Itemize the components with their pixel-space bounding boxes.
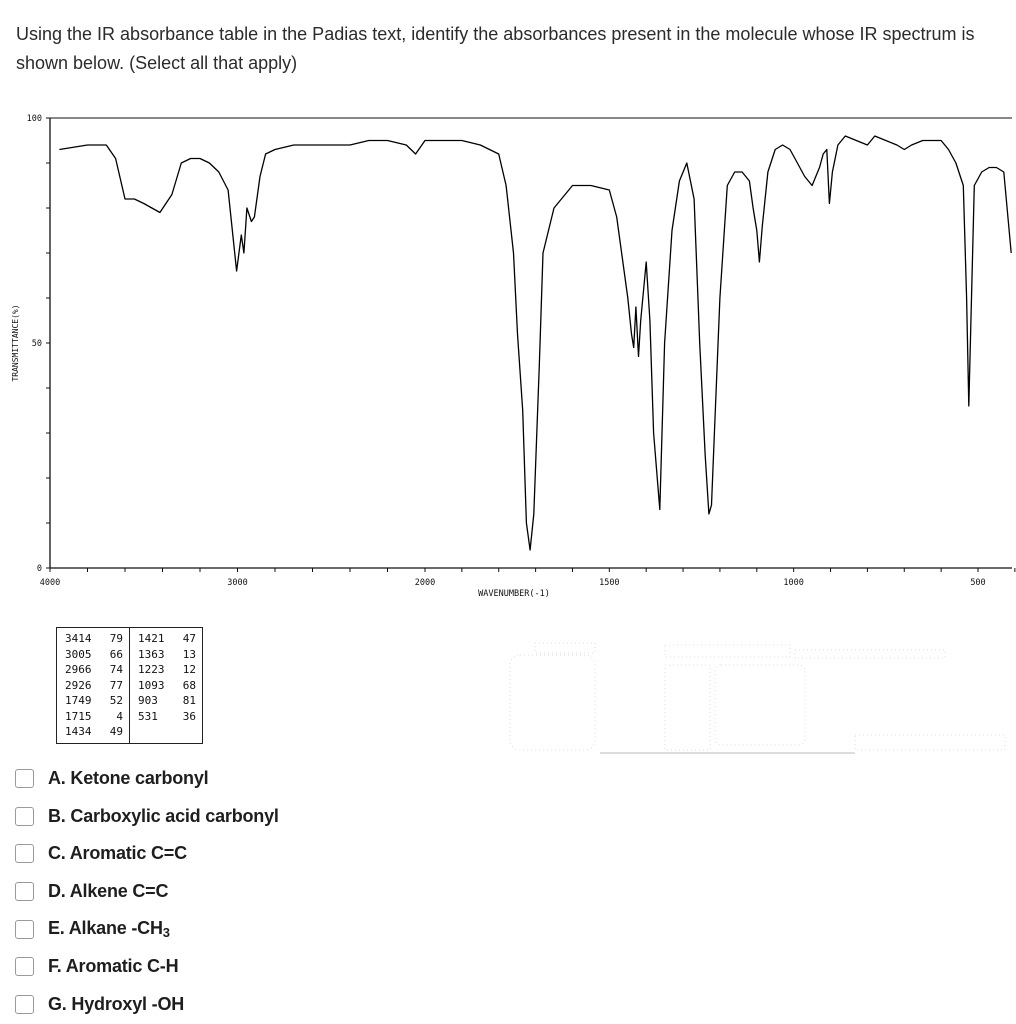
peak-table-row: 1749 52 [65, 693, 123, 709]
peak-table-row: 3005 66 [65, 647, 123, 663]
peak-transmittance: 36 [182, 709, 196, 723]
peak-wavenumber: 1363 [138, 647, 165, 661]
option-g-checkbox[interactable] [15, 994, 34, 1014]
peak-transmittance: 4 [116, 709, 123, 723]
option-a-checkbox[interactable] [15, 769, 34, 789]
peak-wavenumber: 2966 [65, 663, 92, 676]
option-b-label: B. Carboxylic acid carbonyl [48, 805, 279, 826]
option-c-label: C. Aromatic C=C [48, 843, 187, 864]
x-tick-label: 1000 [783, 578, 803, 588]
peak-transmittance: 13 [182, 647, 196, 661]
option-d-checkbox[interactable] [15, 882, 34, 902]
peak-table-column-right: 1421 47 1363 13 1223 12 1093 68 903 81 531 36 [129, 627, 203, 744]
peak-table-row: 1421 47 [138, 631, 196, 647]
question-text: Using the IR absorbance table in the Pad… [16, 24, 975, 73]
option-f-label: F. Aromatic C-H [48, 956, 179, 977]
peak-table-row: 531 36 [138, 709, 196, 725]
peak-table-row: 3414 79 [65, 631, 123, 647]
peak-transmittance: 68 [182, 678, 196, 692]
option-d-label: D. Alkene C=C [48, 881, 169, 902]
option-g-label: G. Hydroxyl -OH [48, 993, 185, 1014]
x-ticks [49, 568, 1016, 572]
x-tick-label: 4000 [40, 578, 60, 588]
peak-transmittance: 79 [109, 632, 123, 645]
x-tick-label: 500 [970, 578, 985, 588]
peak-transmittance: 66 [109, 647, 123, 661]
peak-table-row: 1434 49 [65, 724, 123, 740]
y-tick-label: 100 [27, 114, 42, 124]
peak-table: 3414 79 3005 66 2966 74 2926 77 1749 52 1715 4 1434 4… [56, 627, 203, 744]
peak-table-row: 1715 4 [65, 709, 123, 725]
peak-transmittance: 47 [182, 632, 196, 645]
option-a[interactable]: A. Ketone carbonyl [15, 760, 279, 798]
peak-wavenumber: 3414 [65, 632, 92, 645]
option-c[interactable]: C. Aromatic C=C [15, 835, 279, 873]
peak-wavenumber: 1434 [65, 725, 92, 738]
option-c-checkbox[interactable] [15, 844, 34, 864]
peak-transmittance: 52 [109, 694, 123, 707]
peak-wavenumber: 531 [138, 709, 158, 723]
peak-transmittance: 77 [109, 678, 123, 692]
x-axis-label: WAVENUMBER(-1) [478, 589, 550, 599]
peak-transmittance: 49 [109, 725, 123, 738]
faint-watermark-image [509, 642, 1006, 754]
peak-table-row: 903 81 [138, 693, 196, 709]
y-ticks [46, 117, 50, 569]
peak-table-column-left: 3414 79 3005 66 2966 74 2926 77 1749 52 1715 4 1434 4… [56, 627, 130, 744]
spectrum-line [59, 135, 1012, 551]
x-tick-label: 1500 [599, 578, 619, 588]
option-b-checkbox[interactable] [15, 806, 34, 826]
y-tick-label: 50 [32, 339, 42, 349]
option-f-checkbox[interactable] [15, 957, 34, 977]
peak-wavenumber: 1421 [138, 632, 165, 645]
option-g[interactable]: G. Hydroxyl -OH [15, 986, 279, 1024]
peak-table-row: 1093 68 [138, 678, 196, 694]
peak-wavenumber: 1223 [138, 663, 165, 676]
peak-table-row: 2926 77 [65, 678, 123, 694]
peak-table-row: 1363 13 [138, 647, 196, 663]
peak-wavenumber: 2926 [65, 678, 92, 692]
peak-table-row: 2966 74 [65, 662, 123, 678]
option-e[interactable]: E. Alkane -CH3 [15, 910, 279, 948]
option-f[interactable]: F. Aromatic C-H [15, 948, 279, 986]
peak-table-row: 1223 12 [138, 662, 196, 678]
option-e-checkbox[interactable] [15, 919, 34, 939]
x-tick-label: 3000 [227, 578, 247, 588]
x-tick-label: 2000 [415, 578, 435, 588]
peak-transmittance: 74 [109, 663, 123, 676]
y-axis-label: TRANSMITTANCE(%) [11, 304, 20, 381]
peak-wavenumber: 3005 [65, 647, 92, 661]
option-b[interactable]: B. Carboxylic acid carbonyl [15, 798, 279, 836]
peak-wavenumber: 1715 [65, 709, 92, 723]
option-d[interactable]: D. Alkene C=C [15, 873, 279, 911]
y-tick-label: 0 [37, 564, 42, 574]
ir-spectrum-chart: 4000 3000 2000 1500 1000 500 100 50 0 WAVENUMBER… [0, 100, 1016, 610]
peak-wavenumber: 1093 [138, 678, 165, 692]
option-a-label: A. Ketone carbonyl [48, 768, 209, 789]
peak-transmittance: 12 [182, 663, 196, 676]
option-e-label: E. Alkane -CH3 [48, 918, 170, 941]
peak-wavenumber: 1749 [65, 694, 92, 707]
peak-wavenumber: 903 [138, 694, 158, 707]
answer-options: A. Ketone carbonyl B. Carboxylic acid ca… [15, 760, 279, 1023]
peak-transmittance: 81 [182, 694, 196, 707]
